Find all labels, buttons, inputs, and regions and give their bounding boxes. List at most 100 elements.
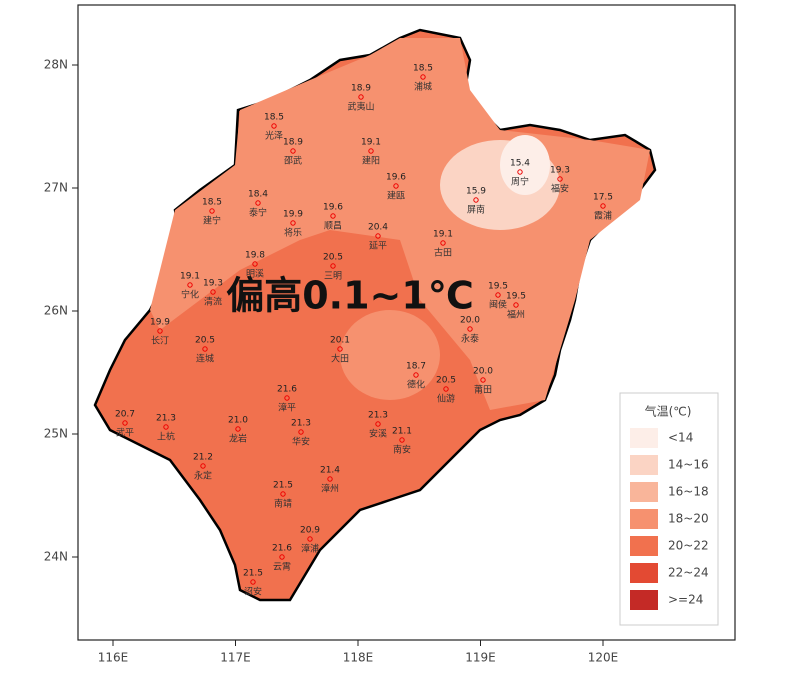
station-dot [337, 346, 343, 352]
station-dot [443, 386, 449, 392]
station-value: 19.9 [150, 318, 170, 328]
station-dot [255, 200, 261, 206]
station-value: 21.3 [156, 414, 176, 424]
station-dot [440, 240, 446, 246]
station-value: 18.5 [413, 64, 433, 74]
legend-swatch [630, 536, 658, 556]
lat-tick-label: 27N [44, 181, 68, 195]
station-dot [163, 424, 169, 430]
station-name: 漳浦 [301, 543, 319, 555]
station-value: 21.1 [392, 427, 412, 437]
station-name: 上杭 [157, 431, 175, 443]
station-name: 诏安 [244, 586, 262, 598]
station-value: 19.5 [488, 282, 508, 292]
station-dot [399, 437, 405, 443]
station-dot [157, 328, 163, 334]
station-name: 三明 [324, 271, 342, 282]
station-name: 龙岩 [229, 433, 247, 445]
station-name: 明溪 [246, 268, 264, 280]
station-dot [473, 197, 479, 203]
station-dot [250, 579, 256, 585]
station-value: 21.5 [243, 569, 263, 579]
station-dot [290, 220, 296, 226]
station-name: 永定 [194, 470, 212, 482]
annotation: 偏高0.1~1℃ [226, 274, 474, 318]
station-name: 德化 [407, 379, 425, 391]
station-dot [279, 554, 285, 560]
zone-18-20 [150, 38, 650, 410]
station-dot [200, 463, 206, 469]
station-dot [209, 208, 215, 214]
station-value: 20.0 [460, 316, 480, 326]
lon-tick-label: 117E [220, 651, 251, 665]
station-name: 延平 [369, 240, 387, 252]
station-name: 仙游 [437, 393, 455, 405]
station-name: 顺昌 [324, 221, 342, 232]
station-value: 15.9 [466, 187, 486, 197]
station-dot [517, 169, 523, 175]
station-value: 18.5 [264, 113, 284, 123]
station-name: 建阳 [362, 155, 380, 167]
station-dot [187, 282, 193, 288]
station-dot [330, 263, 336, 269]
station-dot [122, 420, 128, 426]
station-name: 大田 [331, 353, 349, 365]
station-name: 连城 [196, 353, 214, 365]
legend-label: 20~22 [668, 539, 709, 553]
station-name: 古田 [434, 247, 452, 259]
station-value: 19.6 [386, 173, 406, 183]
station-name: 漳平 [278, 402, 296, 414]
station-name: 武平 [116, 427, 134, 439]
station-value: 20.9 [300, 526, 320, 536]
station-value: 18.5 [202, 198, 222, 208]
station-name: 建宁 [203, 215, 221, 227]
legend-label: 16~18 [668, 485, 709, 499]
station-dot [235, 426, 241, 432]
station-value: 19.3 [550, 166, 570, 176]
station-name: 霞浦 [594, 210, 612, 222]
lat-tick-label: 28N [44, 58, 68, 72]
station-dot [375, 421, 381, 427]
station-name: 将乐 [284, 227, 302, 239]
station-value: 21.6 [277, 385, 297, 395]
station-name: 浦城 [414, 81, 432, 93]
legend-swatch [630, 455, 658, 475]
station-value: 20.5 [436, 376, 456, 386]
legend-label: >=24 [668, 593, 703, 607]
zone-below-14 [500, 135, 550, 195]
station-value: 18.9 [351, 84, 371, 94]
station-value: 19.1 [180, 272, 200, 282]
lon-tick-label: 119E [465, 651, 496, 665]
station-name: 闽侯 [489, 299, 507, 311]
station-name: 宁化 [181, 289, 199, 301]
station-name: 南靖 [274, 498, 292, 510]
station-name: 武夷山 [347, 101, 374, 113]
station-dot [480, 377, 486, 383]
station-dot [298, 429, 304, 435]
station-value: 19.6 [323, 203, 343, 213]
station-name: 福州 [507, 309, 525, 321]
station-name: 南安 [393, 444, 411, 456]
station-dot [513, 302, 519, 308]
legend-swatch [630, 428, 658, 448]
legend-label: <14 [668, 431, 693, 445]
station-value: 17.5 [593, 193, 613, 203]
station-value: 19.9 [283, 210, 303, 220]
station-dot [600, 203, 606, 209]
station-dot [210, 289, 216, 295]
lat-tick-label: 25N [44, 427, 68, 441]
station-name: 华安 [292, 436, 310, 448]
station-value: 20.7 [115, 410, 135, 420]
station-value: 21.0 [228, 416, 248, 426]
station-value: 21.6 [272, 544, 292, 554]
station-dot [271, 123, 277, 129]
station-name: 清流 [204, 296, 222, 308]
station-dot [413, 372, 419, 378]
station-dot [327, 476, 333, 482]
lon-tick-label: 118E [343, 651, 374, 665]
station-value: 20.4 [368, 223, 388, 233]
station-value: 19.5 [506, 292, 526, 302]
station-value: 20.5 [195, 336, 215, 346]
station-value: 18.4 [248, 190, 268, 200]
station-dot [307, 536, 313, 542]
